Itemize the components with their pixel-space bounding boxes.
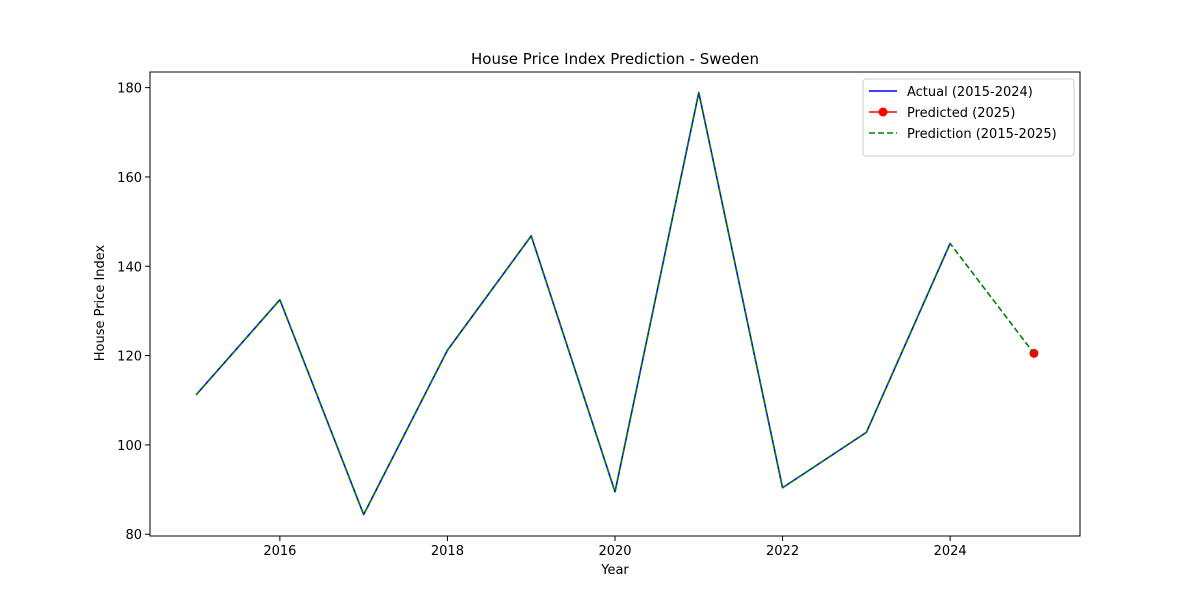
x-tick-label: 2020 [598,544,631,559]
legend-label: Actual (2015-2024) [907,85,1033,100]
y-tick-label: 140 [117,260,142,275]
y-tick-label: 120 [117,350,142,365]
chart-title: House Price Index Prediction - Sweden [471,50,759,68]
x-axis-label: Year [600,563,629,578]
x-tick-label: 2022 [766,544,799,559]
legend-marker [878,107,888,117]
legend-label: Prediction (2015-2025) [907,127,1057,142]
legend-box [862,78,1075,157]
series-line-2 [195,91,1035,516]
y-tick-label: 160 [117,171,142,186]
x-tick-label: 2018 [431,544,464,559]
x-tick-label: 2016 [263,544,296,559]
y-tick-label: 100 [117,439,142,454]
legend: Actual (2015-2024) Predicted (2025) Predic… [862,78,1075,157]
y-tick-label: 180 [117,82,142,97]
plot-area: 2016 2018 2020 2022 2024 80 100 120 140 160 180 [117,71,1081,559]
legend-label: Predicted (2025) [907,106,1015,121]
y-axis-label: House Price Index [93,244,108,361]
y-tick-label: 80 [125,528,142,543]
x-tick-label: 2024 [934,544,967,559]
